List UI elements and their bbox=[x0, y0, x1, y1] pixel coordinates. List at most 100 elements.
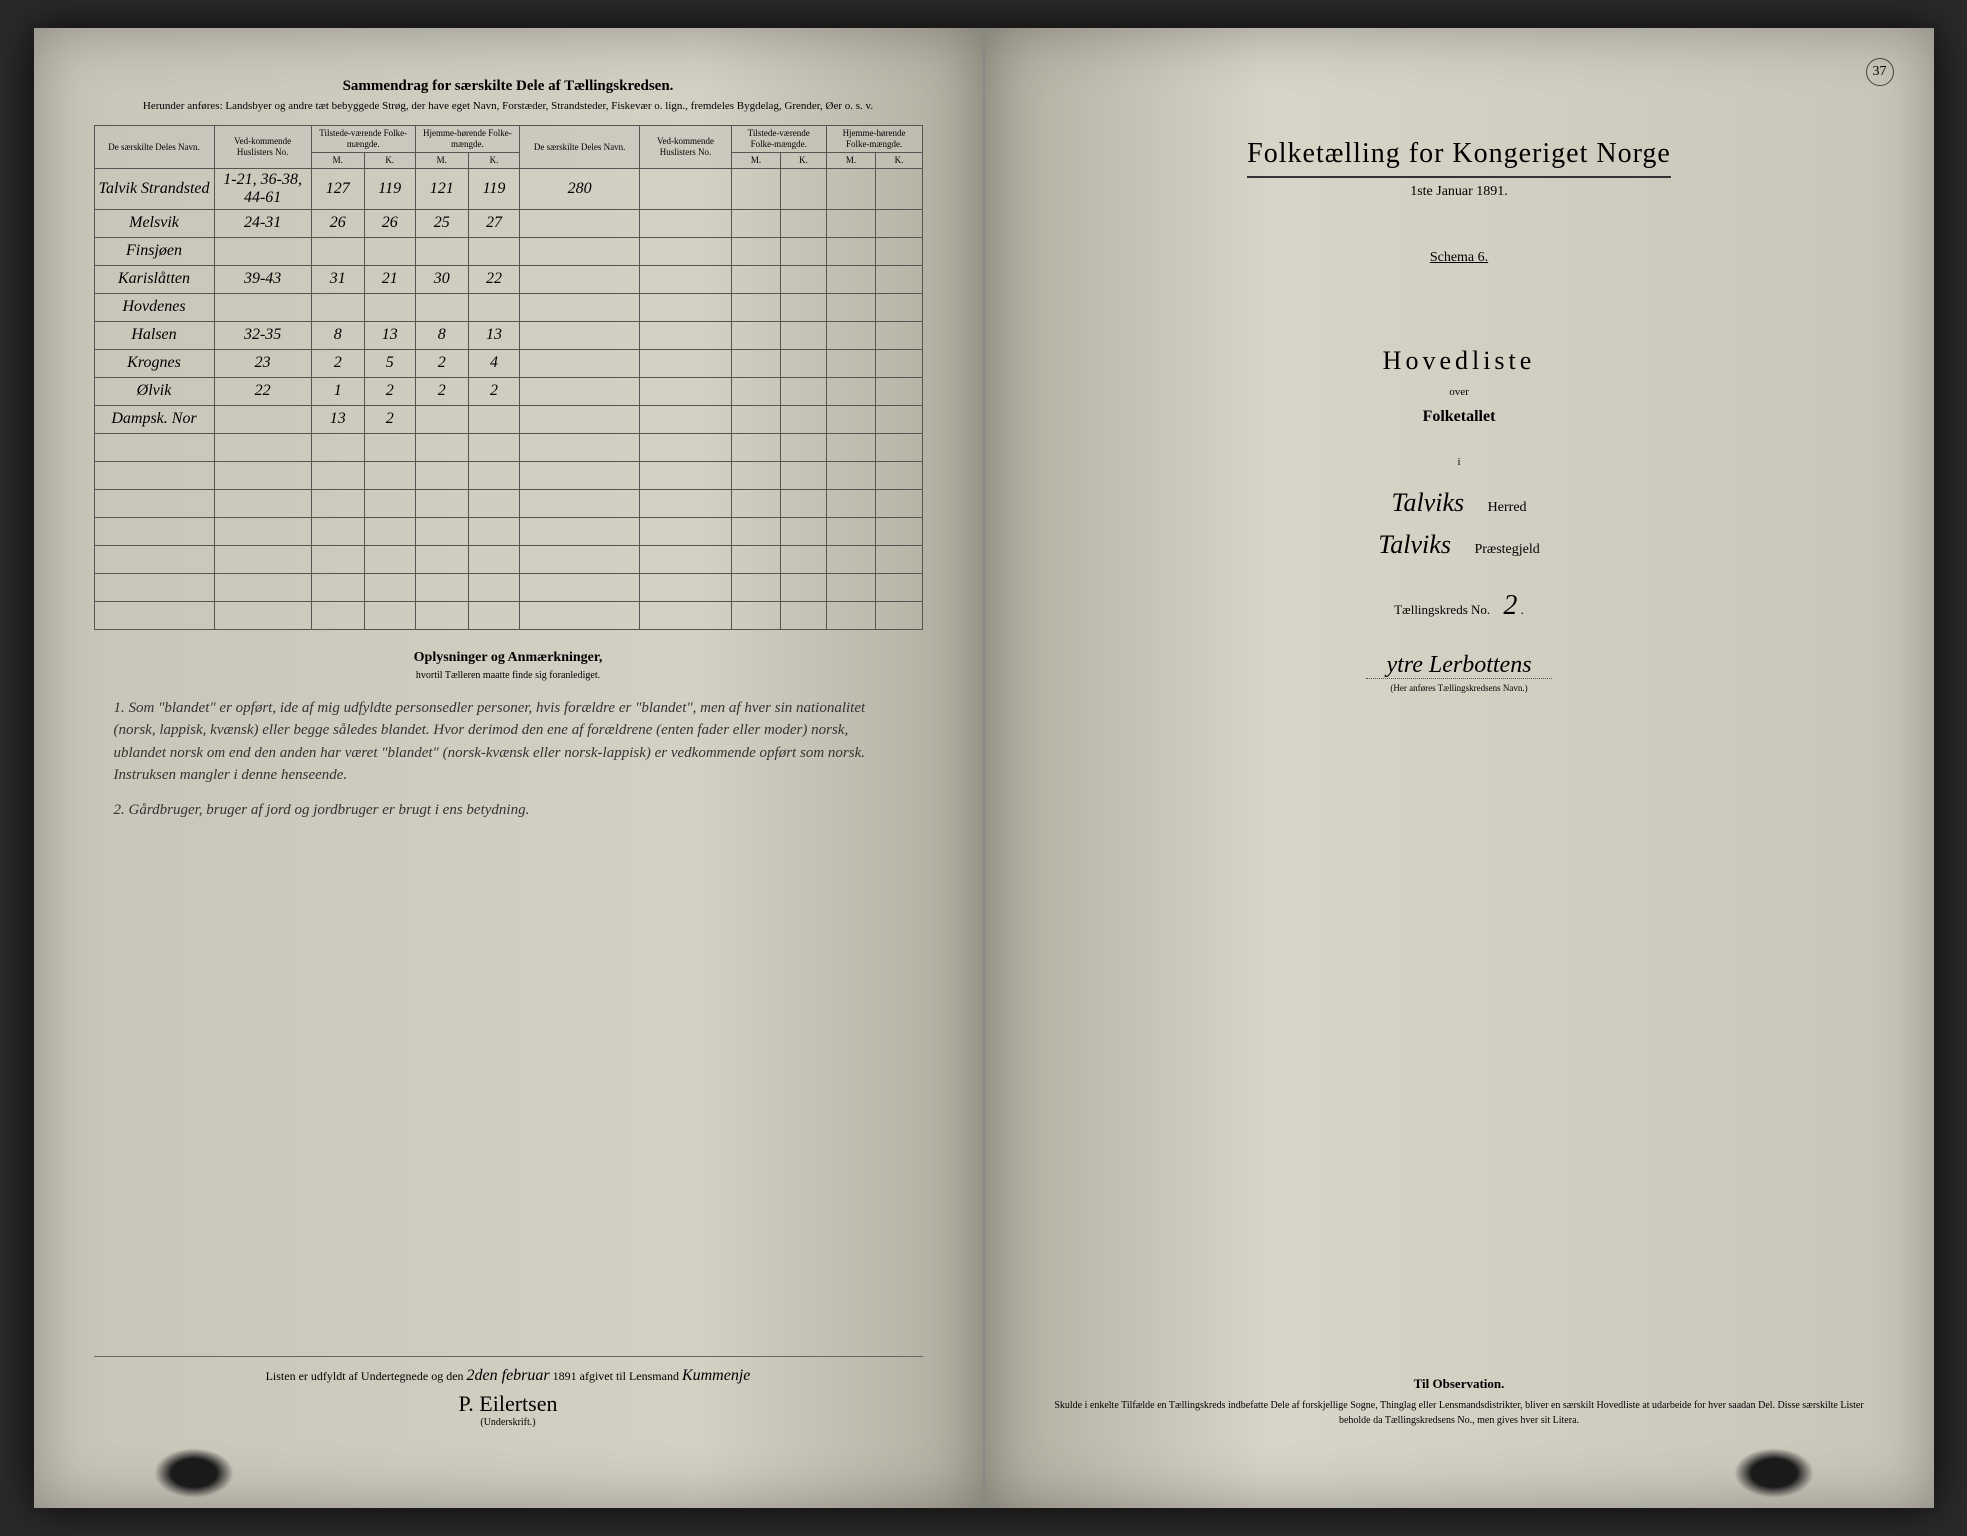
table-row: Talvik Strandsted1-21, 36-38, 44-6112711… bbox=[94, 168, 922, 209]
cell-empty bbox=[415, 601, 468, 629]
cell-empty bbox=[364, 545, 415, 573]
page-number: 37 bbox=[1866, 58, 1894, 86]
note-2: 2. Gårdbruger, bruger af jord og jordbru… bbox=[94, 793, 923, 828]
cell-empty bbox=[826, 349, 876, 377]
cell-name: Melsvik bbox=[94, 209, 214, 237]
kreds-name-line: ytre Lerbottens bbox=[1045, 652, 1874, 679]
kreds-line: Tællingskreds No. 2 . bbox=[1045, 590, 1874, 622]
cell-tm: 127 bbox=[311, 168, 364, 209]
cell-hm: 25 bbox=[415, 209, 468, 237]
cell-no bbox=[214, 405, 311, 433]
cell-tm: 8 bbox=[311, 321, 364, 349]
observation-title: Til Observation. bbox=[1045, 1376, 1874, 1392]
cell-empty bbox=[520, 517, 640, 545]
cell-empty bbox=[876, 265, 922, 293]
cell-empty bbox=[781, 405, 826, 433]
cell-no: 32-35 bbox=[214, 321, 311, 349]
cell-empty bbox=[781, 517, 826, 545]
cell-empty bbox=[876, 321, 922, 349]
cell-note bbox=[520, 321, 640, 349]
cell-empty bbox=[520, 573, 640, 601]
cell-empty bbox=[214, 461, 311, 489]
cell-hm: 30 bbox=[415, 265, 468, 293]
cell-note bbox=[520, 293, 640, 321]
notes-title: Oplysninger og Anmærkninger, bbox=[94, 650, 923, 666]
table-row: Halsen32-35813813 bbox=[94, 321, 922, 349]
th-name-2: De særskilte Deles Navn. bbox=[520, 126, 640, 168]
cell-name: Finsjøen bbox=[94, 237, 214, 265]
cell-empty bbox=[781, 489, 826, 517]
table-row bbox=[94, 433, 922, 461]
cell-empty bbox=[468, 489, 519, 517]
table-row bbox=[94, 545, 922, 573]
cell-hm bbox=[415, 405, 468, 433]
cell-empty bbox=[781, 321, 826, 349]
cell-empty bbox=[876, 489, 922, 517]
cell-empty bbox=[781, 433, 826, 461]
cell-empty bbox=[731, 265, 780, 293]
cell-tk: 21 bbox=[364, 265, 415, 293]
cell-note bbox=[520, 265, 640, 293]
table-row bbox=[94, 601, 922, 629]
praestegjeld-name: Talviks bbox=[1378, 530, 1451, 559]
date-line: 1ste Januar 1891. bbox=[1045, 184, 1874, 200]
cell-empty bbox=[468, 461, 519, 489]
cell-empty bbox=[311, 461, 364, 489]
notes-subtitle: hvortil Tælleren maatte finde sig foranl… bbox=[94, 670, 923, 681]
cell-empty bbox=[640, 433, 732, 461]
cell-empty bbox=[640, 601, 732, 629]
cell-empty bbox=[94, 489, 214, 517]
cell-empty bbox=[364, 461, 415, 489]
cell-empty bbox=[781, 293, 826, 321]
cell-name: Hovdenes bbox=[94, 293, 214, 321]
cell-no: 23 bbox=[214, 349, 311, 377]
hovedliste-title: Hovedliste bbox=[1045, 346, 1874, 376]
book-clip-icon bbox=[154, 1448, 234, 1498]
herred-name: Talviks bbox=[1391, 488, 1464, 517]
cell-no: 22 bbox=[214, 377, 311, 405]
cell-empty bbox=[311, 545, 364, 573]
cell-empty bbox=[826, 321, 876, 349]
cell-tm: 1 bbox=[311, 377, 364, 405]
cell-empty bbox=[826, 461, 876, 489]
cell-empty bbox=[781, 237, 826, 265]
table-row: Karislåtten39-4331213022 bbox=[94, 265, 922, 293]
herred-label: Herred bbox=[1488, 500, 1527, 515]
cell-hm: 2 bbox=[415, 349, 468, 377]
cell-hk: 27 bbox=[468, 209, 519, 237]
cell-empty bbox=[214, 573, 311, 601]
cell-empty bbox=[94, 433, 214, 461]
cell-empty bbox=[826, 433, 876, 461]
cell-empty bbox=[415, 517, 468, 545]
cell-no: 1-21, 36-38, 44-61 bbox=[214, 168, 311, 209]
cell-empty bbox=[876, 517, 922, 545]
cell-empty bbox=[826, 377, 876, 405]
right-page: 37 Folketælling for Kongeriget Norge 1st… bbox=[985, 28, 1934, 1508]
cell-empty bbox=[520, 433, 640, 461]
cell-empty bbox=[731, 237, 780, 265]
cell-empty bbox=[640, 349, 732, 377]
footer-text-2: 1891 afgivet til Lensmand bbox=[553, 1369, 679, 1383]
th-tilstede-1: Tilstede-værende Folke-mængde. bbox=[311, 126, 415, 153]
book-clip-icon bbox=[1734, 1448, 1814, 1498]
table-row bbox=[94, 517, 922, 545]
cell-empty bbox=[364, 489, 415, 517]
th-k: K. bbox=[781, 152, 826, 168]
cell-empty bbox=[640, 168, 732, 209]
cell-empty bbox=[731, 573, 780, 601]
cell-empty bbox=[876, 377, 922, 405]
th-k: K. bbox=[468, 152, 519, 168]
signature-label: (Underskrift.) bbox=[94, 1417, 923, 1428]
cell-empty bbox=[876, 209, 922, 237]
cell-empty bbox=[415, 489, 468, 517]
cell-empty bbox=[468, 573, 519, 601]
cell-hk: 4 bbox=[468, 349, 519, 377]
cell-empty bbox=[876, 168, 922, 209]
cell-empty bbox=[781, 461, 826, 489]
footer-date: 2den februar bbox=[467, 1367, 550, 1384]
cell-note bbox=[520, 405, 640, 433]
cell-empty bbox=[731, 405, 780, 433]
kreds-name: ytre Lerbottens bbox=[1366, 652, 1551, 679]
cell-empty bbox=[876, 237, 922, 265]
th-m: M. bbox=[731, 152, 780, 168]
